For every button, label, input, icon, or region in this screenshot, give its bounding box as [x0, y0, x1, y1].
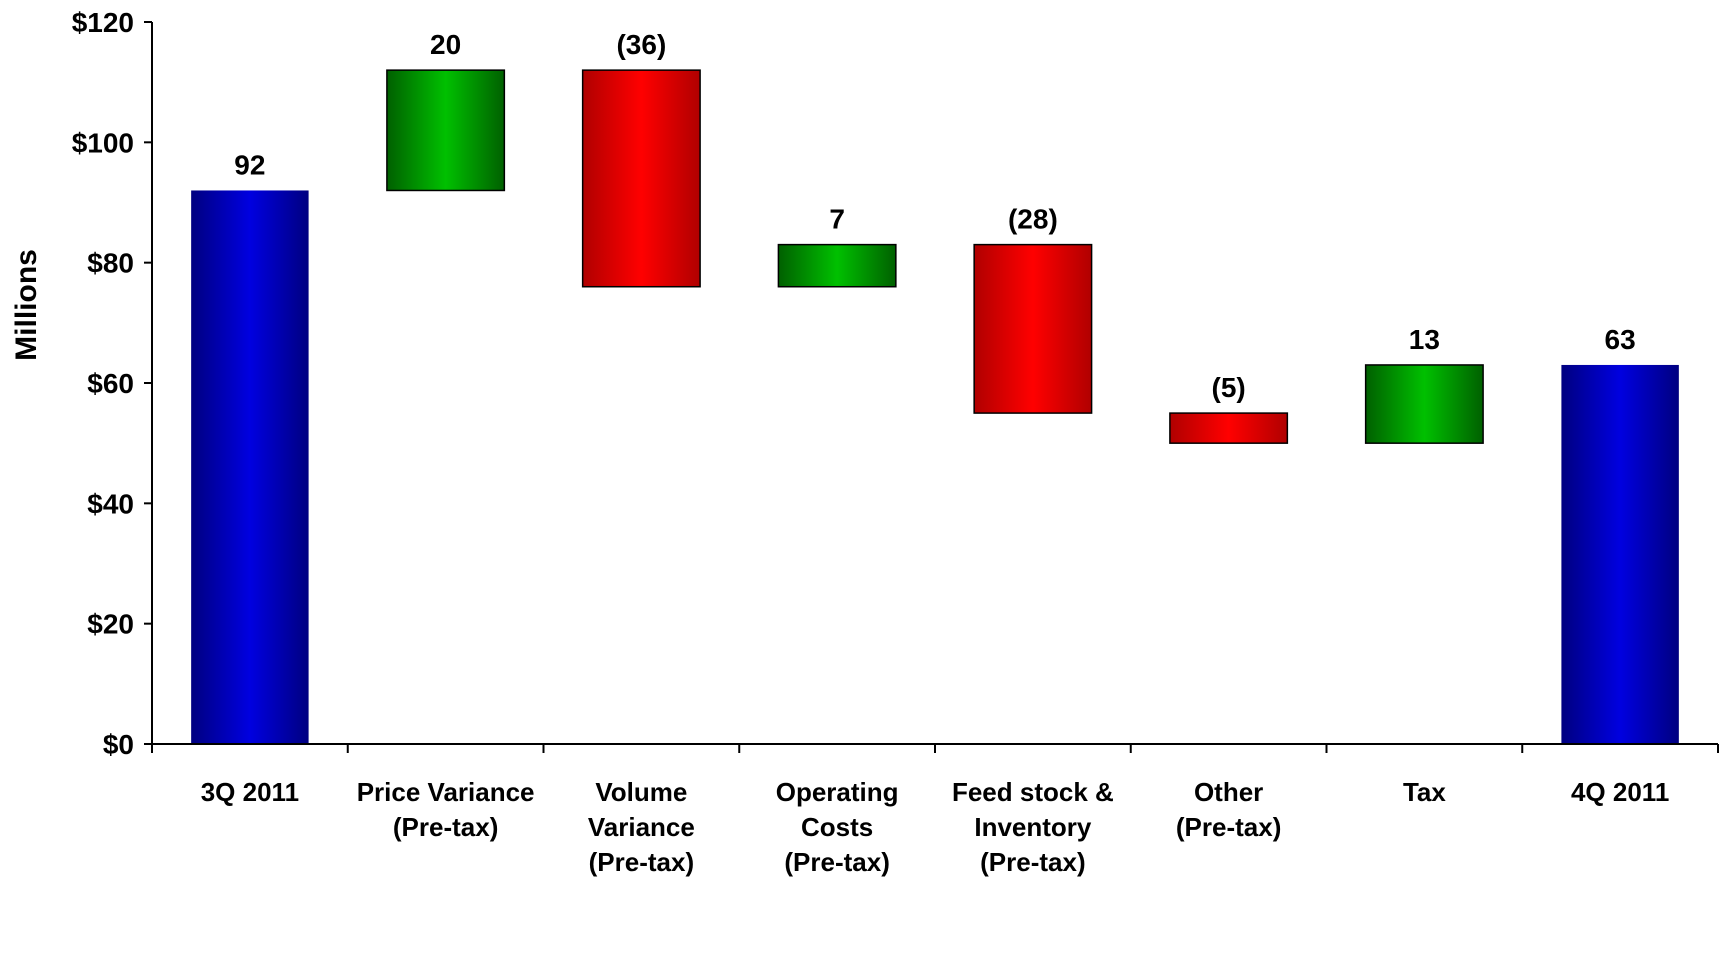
data-label-4: (28) — [1008, 204, 1058, 235]
category-label-2-1: Variance — [588, 812, 695, 842]
bar-5 — [1169, 412, 1289, 444]
y-tick-label-6: $120 — [72, 7, 134, 38]
labels-layer: 92 3Q 2011 20 Price Variance (Pre-tax) (36) Vo… — [10, 7, 1669, 877]
category-label-2-2: (Pre-tax) — [589, 847, 694, 877]
data-label-0: 92 — [234, 149, 265, 180]
data-label-3: 7 — [829, 204, 845, 235]
y-tick-label-1: $20 — [87, 609, 134, 640]
y-tick-label-0: $0 — [103, 729, 134, 760]
category-label-3-0: Operating — [776, 777, 899, 807]
data-label-2: (36) — [616, 29, 666, 60]
bar-0 — [191, 190, 309, 744]
category-label-6-0: Tax — [1403, 777, 1446, 807]
axes-layer — [144, 21, 1719, 753]
category-label-4-2: (Pre-tax) — [980, 847, 1085, 877]
category-label-7-0: 4Q 2011 — [1571, 777, 1669, 807]
bar-4 — [973, 243, 1093, 414]
bar-2 — [581, 69, 701, 288]
bar-1 — [386, 69, 506, 192]
y-tick-label-2: $40 — [87, 488, 134, 519]
bar-6 — [1364, 364, 1484, 444]
y-tick-label-4: $80 — [87, 248, 134, 279]
data-label-1: 20 — [430, 29, 461, 60]
bar-3 — [777, 243, 897, 288]
data-label-5: (5) — [1212, 372, 1246, 403]
category-label-4-0: Feed stock & — [952, 777, 1114, 807]
category-label-5-0: Other — [1194, 777, 1263, 807]
data-label-7: 63 — [1605, 324, 1636, 355]
y-axis-title: Millions — [10, 249, 43, 361]
category-label-3-2: (Pre-tax) — [784, 847, 889, 877]
data-label-6: 13 — [1409, 324, 1440, 355]
y-tick-label-5: $100 — [72, 127, 134, 158]
category-label-5-1: (Pre-tax) — [1176, 812, 1281, 842]
category-label-2-0: Volume — [595, 777, 687, 807]
y-tick-label-3: $60 — [87, 368, 134, 399]
category-label-3-1: Costs — [801, 812, 873, 842]
category-label-1-1: (Pre-tax) — [393, 812, 498, 842]
category-label-1-0: Price Variance — [357, 777, 535, 807]
bars-layer — [191, 69, 1679, 744]
category-label-0-0: 3Q 2011 — [201, 777, 299, 807]
category-label-4-1: Inventory — [974, 812, 1092, 842]
bar-7 — [1561, 364, 1679, 744]
